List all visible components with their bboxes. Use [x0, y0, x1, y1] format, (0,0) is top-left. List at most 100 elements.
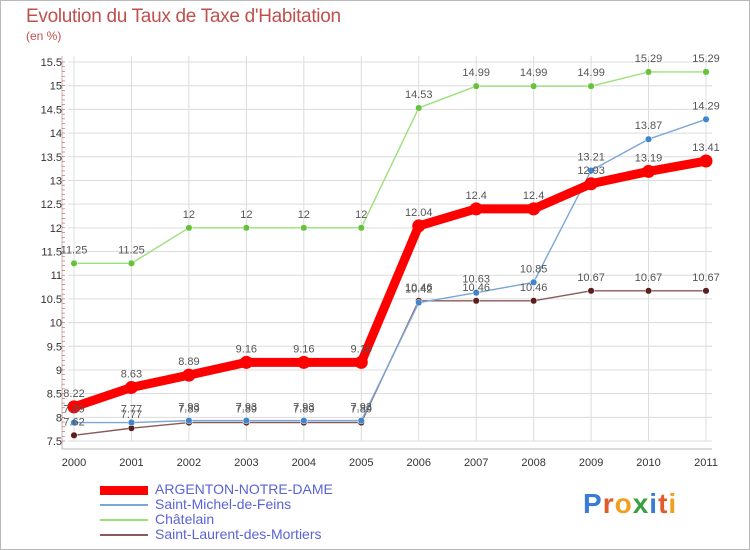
data-label: 10.42 — [405, 284, 433, 296]
series-point-1 — [702, 115, 710, 123]
x-tick-label: 2001 — [119, 457, 143, 469]
x-tick-label: 2004 — [292, 457, 316, 469]
logo-letter: r — [602, 488, 615, 519]
data-label: 14.99 — [577, 67, 605, 79]
series-point-3 — [472, 297, 480, 305]
series-line-2 — [73, 71, 707, 265]
data-label: 10.63 — [462, 274, 490, 286]
series-point-0 — [527, 202, 541, 216]
series-point-3 — [587, 287, 595, 295]
series-point-1 — [357, 417, 365, 425]
data-label: 7.93 — [293, 402, 314, 414]
legend-swatch — [100, 504, 148, 506]
series-point-0 — [354, 355, 368, 369]
series-point-0 — [297, 355, 311, 369]
y-tick-label: 13 — [50, 175, 62, 187]
data-label: 10.46 — [405, 282, 433, 294]
data-label: 7.89 — [178, 404, 199, 416]
data-label: 10.67 — [577, 272, 605, 284]
series-line-1 — [73, 118, 707, 424]
series-point-2 — [702, 68, 710, 76]
x-tick-label: 2003 — [234, 457, 258, 469]
series-line-0 — [69, 156, 711, 412]
data-label: 8.63 — [121, 368, 142, 380]
data-label: 10.67 — [635, 272, 663, 284]
data-label: 9.16 — [351, 343, 372, 355]
data-label: 7.77 — [121, 404, 142, 416]
data-label: 13.87 — [635, 120, 663, 132]
series-point-3 — [702, 287, 710, 295]
series-point-2 — [185, 224, 193, 232]
data-label: 12.4 — [465, 190, 486, 202]
x-tick-label: 2010 — [636, 457, 660, 469]
series-point-2 — [127, 259, 136, 267]
legend-label: Saint-Laurent-des-Mortiers — [155, 526, 322, 542]
y-tick-label: 9 — [56, 365, 62, 377]
y-tick-label: 12.5 — [41, 199, 62, 211]
axes: 7.5 8 8.5 9 9.5 10 10.5 11 11.5 12 12.5 13 13.5 14 14.… — [41, 56, 718, 469]
data-label: 7.93 — [178, 402, 199, 414]
data-label: 7.93 — [236, 402, 257, 414]
y-tick-label: 8.5 — [47, 389, 62, 401]
data-label: 12 — [298, 209, 310, 221]
series-point-0 — [412, 219, 426, 233]
series-point-0 — [699, 154, 713, 168]
x-tick-label: 2005 — [349, 457, 373, 469]
series-point-0 — [584, 177, 598, 191]
data-label: 10.46 — [520, 282, 548, 294]
y-tick-label: 11.5 — [41, 247, 62, 259]
grid — [68, 56, 712, 442]
x-tick-label: 2011 — [694, 457, 718, 469]
legend-label: Saint-Michel-de-Feins — [155, 496, 292, 512]
series-point-2 — [644, 68, 653, 76]
chart-title: Evolution du Taux de Taxe d'Habitation — [26, 6, 341, 27]
data-label: 7.89 — [293, 404, 314, 416]
y-tick-label: 7.5 — [47, 436, 62, 448]
y-tick-label: 10 — [50, 318, 62, 330]
series-layer — [67, 68, 713, 439]
data-label: 12 — [355, 209, 367, 221]
data-label: 9.16 — [293, 343, 314, 355]
x-tick-label: 2007 — [464, 457, 488, 469]
series-point-1 — [70, 418, 78, 427]
data-label: 7.89 — [236, 404, 257, 416]
logo-letter: P — [583, 488, 603, 519]
data-label: 14.29 — [692, 100, 720, 112]
data-label: 9.16 — [236, 343, 257, 355]
y-tick-label: 14 — [50, 128, 62, 140]
series-point-3 — [644, 287, 653, 295]
data-label: 12 — [183, 209, 195, 221]
y-tick-label: 12 — [50, 223, 62, 235]
y-tick-label: 15.5 — [41, 57, 62, 69]
data-label: 11.25 — [118, 244, 145, 256]
y-tick-label: 8 — [56, 412, 62, 424]
series-point-2 — [300, 224, 308, 232]
line-chart: 7.5 8 8.5 9 9.5 10 10.5 11 11.5 12 12.5 13 13.5 14 14.… — [41, 53, 720, 469]
legend-label: Châtelain — [155, 511, 215, 527]
series-point-1 — [530, 278, 538, 286]
series-point-3 — [530, 297, 538, 305]
data-label: 12.04 — [405, 207, 433, 219]
series-point-1 — [185, 417, 193, 425]
data-label: 14.53 — [405, 89, 433, 101]
proxiti-logo: Proxiti — [583, 488, 677, 520]
logo-letter: x — [632, 488, 650, 519]
legend-label: ARGENTON-NOTRE-DAME — [155, 481, 333, 497]
series-point-2 — [472, 82, 480, 90]
data-label: 12 — [240, 209, 252, 221]
logo-letter: i — [668, 488, 678, 519]
data-label: 13.41 — [692, 142, 720, 154]
series-point-0 — [124, 380, 138, 394]
data-labels: 8.22 8.63 8.89 9.16 9.16 9.16 12.04 12.4 12.4 12.… — [61, 53, 720, 428]
series-point-1 — [242, 417, 250, 425]
series-point-0 — [239, 355, 253, 369]
legend-swatch — [100, 534, 148, 536]
data-label: 10.67 — [692, 272, 720, 284]
data-label: 15.29 — [692, 53, 720, 65]
series-point-1 — [587, 166, 595, 175]
data-label: 7.89 — [63, 404, 84, 416]
x-tick-label: 2009 — [579, 457, 603, 469]
logo-letter: t — [658, 488, 669, 519]
data-label: 10.85 — [520, 263, 548, 275]
y-tick-label: 11 — [51, 270, 62, 282]
